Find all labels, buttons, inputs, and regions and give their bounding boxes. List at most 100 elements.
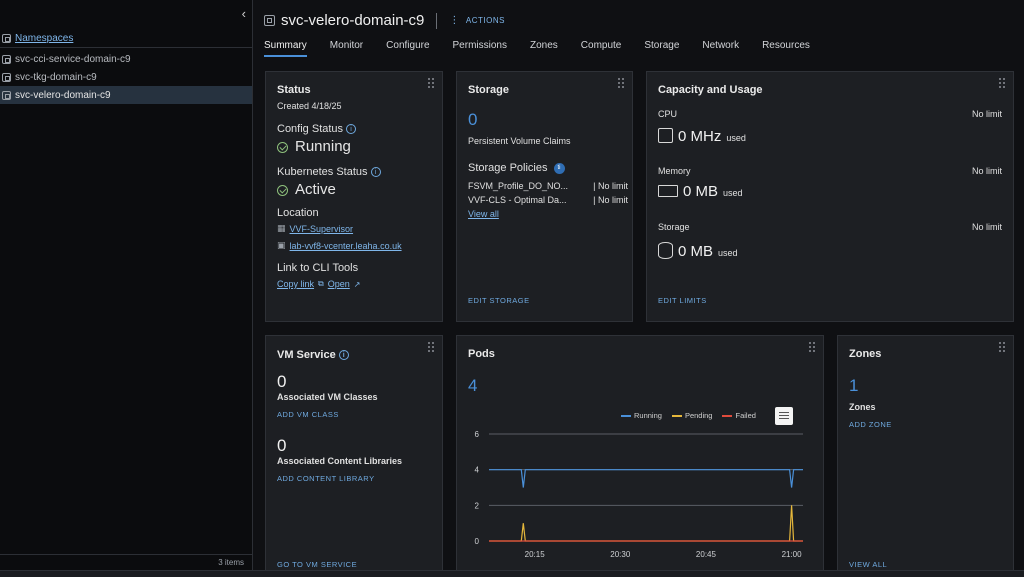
cpu-unit: used (726, 133, 746, 143)
drag-handle-icon[interactable] (999, 78, 1007, 90)
vm-service-card: VM Service i 0 Associated VM Classes ADD … (265, 335, 443, 577)
capacity-storage-limit: No limit (971, 222, 1002, 232)
policy-name: VVF-CLS - Optimal Da... (468, 195, 567, 205)
edit-limits-button[interactable]: EDIT LIMITS (658, 296, 707, 305)
view-all-zones-button[interactable]: VIEW ALL (849, 560, 888, 569)
edit-storage-button[interactable]: EDIT STORAGE (468, 296, 530, 305)
collapse-sidebar-icon[interactable]: ‹ (241, 6, 246, 21)
namespace-icon (2, 72, 11, 82)
namespace-icon (2, 54, 11, 64)
capacity-title: Capacity and Usage (658, 84, 763, 96)
add-zone-button[interactable]: ADD ZONE (849, 420, 892, 429)
add-vm-class-button[interactable]: ADD VM CLASS (277, 410, 339, 419)
sidebar-item-svc-cci-service-domain-c9[interactable]: svc-cci-service-domain-c9 (0, 50, 252, 68)
sidebar-item-label: svc-tkg-domain-c9 (15, 71, 97, 83)
namespace-icon (2, 90, 11, 100)
pvc-label: Persistent Volume Claims (468, 136, 571, 146)
namespace-sidebar: ‹ Namespaces svc-cci-service-domain-c9 s… (0, 0, 253, 570)
legend-running-label: Running (634, 411, 662, 420)
x-tick-label: 20:45 (696, 550, 717, 559)
info-icon[interactable]: i (370, 167, 381, 178)
legend-pending-label: Pending (684, 411, 713, 420)
legend-running[interactable]: Running (621, 411, 662, 420)
vm-classes-count: 0 (277, 372, 287, 391)
memory-label: Memory (658, 166, 691, 176)
pods-count[interactable]: 4 (468, 376, 478, 395)
storage-policies-label: Storage Policies (468, 162, 548, 174)
sidebar-item-svc-tkg-domain-c9[interactable]: svc-tkg-domain-c9 (0, 68, 252, 86)
tab-monitor[interactable]: Monitor (329, 40, 364, 51)
zones-label: Zones (849, 402, 876, 412)
policy-limit: | No limit (593, 195, 628, 205)
capacity-storage-unit: used (718, 248, 738, 258)
tab-resources[interactable]: Resources (762, 40, 810, 51)
storage-policy-row: FSVM_Profile_DO_NO... | No limit (468, 181, 628, 191)
tab-storage[interactable]: Storage (644, 40, 680, 51)
legend-failed[interactable]: Failed (722, 411, 756, 420)
actions-button[interactable]: ⋮ ACTIONS (449, 15, 505, 26)
drag-handle-icon[interactable] (428, 342, 436, 354)
check-circle-icon (277, 141, 288, 153)
tab-permissions[interactable]: Permissions (452, 40, 507, 51)
sidebar-item-count: 3 items (0, 554, 252, 570)
copy-icon[interactable]: ⧉ (318, 279, 324, 288)
cpu-label: CPU (658, 109, 678, 119)
namespace-icon (264, 15, 275, 26)
drag-handle-icon[interactable] (618, 78, 626, 90)
copy-link[interactable]: Copy link (277, 279, 315, 289)
go-to-vm-service-button[interactable]: GO TO VM SERVICE (277, 560, 358, 569)
y-tick-label: 0 (475, 537, 480, 546)
capacity-storage-label: Storage (658, 222, 690, 232)
vcenter-link[interactable]: lab-vvf8-vcenter.leaha.co.uk (289, 240, 402, 251)
tab-summary[interactable]: Summary (264, 40, 307, 57)
x-tick-label: 21:00 (782, 550, 803, 559)
external-link-icon[interactable]: ↗ (353, 279, 361, 289)
tab-configure[interactable]: Configure (386, 40, 430, 51)
sidebar-item-svc-velero-domain-c9[interactable]: svc-velero-domain-c9 (0, 86, 252, 104)
supervisor-link[interactable]: VVF-Supervisor (289, 223, 354, 234)
cpu-value: 0 MHz (678, 128, 722, 145)
cpu-limit: No limit (971, 109, 1002, 119)
cli-tools-label: Link to CLI Tools (277, 262, 359, 274)
tab-zones[interactable]: Zones (529, 40, 558, 51)
info-icon[interactable]: i (338, 350, 349, 361)
info-icon[interactable]: i (346, 124, 357, 135)
bottom-status-bar (0, 570, 1024, 577)
location-label: Location (277, 207, 319, 219)
drag-handle-icon[interactable] (428, 78, 436, 90)
building-icon: ▦ (277, 223, 286, 233)
namespaces-root-label[interactable]: Namespaces (15, 33, 74, 44)
drag-handle-icon[interactable] (809, 342, 817, 354)
storage-policy-row: VVF-CLS - Optimal Da... | No limit (468, 195, 628, 205)
add-content-library-button[interactable]: ADD CONTENT LIBRARY (277, 474, 375, 483)
pvc-count[interactable]: 0 (468, 110, 478, 129)
view-all-policies-link[interactable]: View all (468, 209, 499, 219)
chart-menu-icon[interactable] (775, 407, 793, 425)
sidebar-item-label: svc-cci-service-domain-c9 (15, 53, 131, 65)
status-title: Status (277, 84, 311, 96)
open-link[interactable]: Open (327, 279, 350, 289)
config-status-label: Config Status (277, 123, 344, 135)
content-libraries-label: Associated Content Libraries (277, 456, 403, 466)
pods-title: Pods (468, 348, 495, 360)
vcenter-icon: ▣ (277, 240, 286, 250)
cpu-icon (658, 128, 673, 143)
tab-compute[interactable]: Compute (580, 40, 622, 51)
capacity-storage-value: 0 MB (678, 243, 714, 260)
chart-legend: Running Pending Failed (621, 411, 756, 420)
tab-network[interactable]: Network (702, 40, 740, 51)
check-circle-icon (277, 184, 288, 196)
capacity-card: Capacity and Usage CPU No limit 0 MHz us… (646, 71, 1014, 322)
namespaces-root-link[interactable]: Namespaces (0, 30, 252, 48)
legend-pending[interactable]: Pending (671, 411, 713, 420)
zones-title: Zones (849, 348, 882, 360)
drag-handle-icon[interactable] (999, 342, 1007, 354)
y-tick-label: 2 (475, 501, 480, 510)
page-header: svc-velero-domain-c9 ⋮ ACTIONS Summary M… (254, 0, 1024, 62)
sidebar-item-label: svc-velero-domain-c9 (15, 89, 111, 101)
policy-name: FSVM_Profile_DO_NO... (468, 181, 569, 191)
policy-limit: | No limit (593, 181, 628, 191)
title-divider (436, 12, 438, 29)
zones-count[interactable]: 1 (849, 376, 859, 395)
kubernetes-status-value: Active (295, 181, 336, 198)
